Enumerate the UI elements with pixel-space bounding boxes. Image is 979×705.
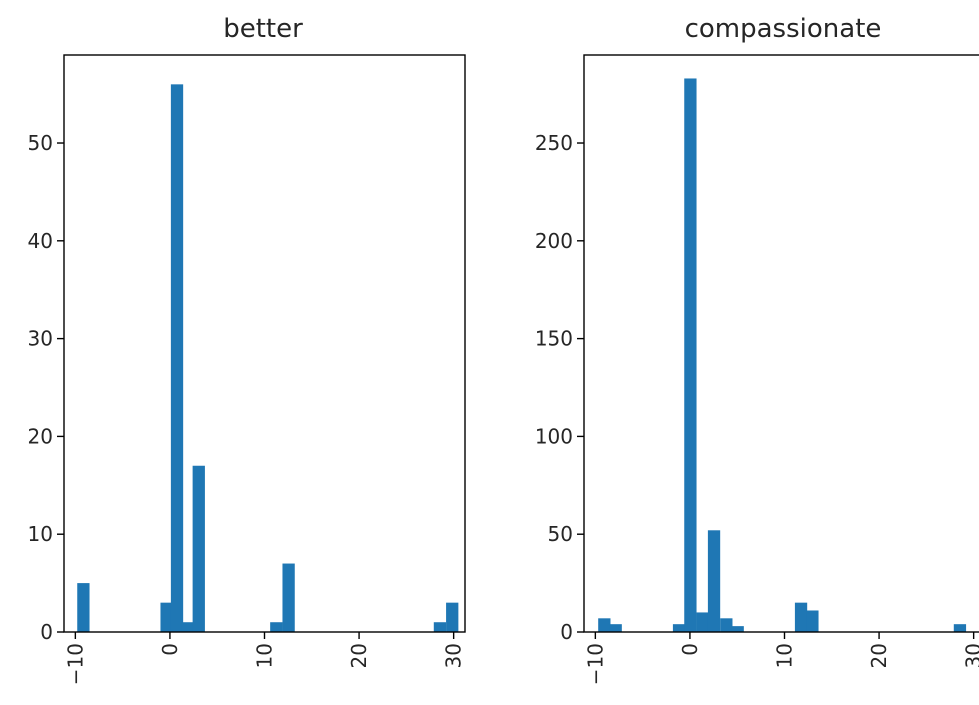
x-tick-label-better-4: 30 bbox=[442, 643, 466, 668]
x-tick-label-compassionate-4: 30 bbox=[962, 643, 979, 668]
histogram-bar-better-0 bbox=[77, 583, 90, 632]
chart-title-better: better bbox=[223, 14, 303, 44]
y-tick-label-compassionate-5: 250 bbox=[535, 131, 573, 155]
histogram-bar-compassionate-3 bbox=[684, 78, 697, 633]
histogram-bar-compassionate-8 bbox=[794, 602, 808, 632]
histogram-bar-compassionate-9 bbox=[806, 610, 819, 632]
histogram-bar-better-3 bbox=[181, 622, 194, 632]
y-tick-label-better-3: 30 bbox=[28, 327, 53, 351]
histogram-bar-better-5 bbox=[270, 622, 283, 632]
bars-better bbox=[77, 84, 459, 633]
y-tick-label-compassionate-2: 100 bbox=[535, 424, 573, 448]
histogram-compassionate: compassionate 0 50 100 150 200 250 −10 0 10 20 30 bbox=[535, 14, 979, 685]
histogram-bar-better-8 bbox=[446, 602, 459, 632]
y-tick-label-better-1: 10 bbox=[28, 522, 53, 546]
x-tick-label-compassionate-3: 20 bbox=[867, 643, 891, 668]
histogram-bar-better-6 bbox=[282, 563, 295, 632]
x-tick-label-better-2: 10 bbox=[253, 643, 277, 668]
y-tick-label-better-0: 0 bbox=[40, 620, 53, 644]
y-tick-label-better-2: 20 bbox=[28, 424, 53, 448]
x-tick-label-better-3: 20 bbox=[347, 643, 371, 668]
histogram-bar-better-1 bbox=[160, 602, 173, 632]
y-tick-label-better-4: 40 bbox=[28, 229, 53, 253]
x-tick-label-compassionate-2: 10 bbox=[773, 643, 797, 668]
histogram-bar-compassionate-10 bbox=[953, 624, 967, 632]
histogram-bar-compassionate-6 bbox=[720, 618, 733, 632]
histogram-bar-better-7 bbox=[433, 622, 447, 632]
chart-title-compassionate: compassionate bbox=[685, 14, 882, 44]
plot-frame-better bbox=[63, 54, 466, 633]
x-tick-label-compassionate-1: 0 bbox=[678, 643, 702, 656]
histogram-better: better 0 10 20 30 40 50 −10 0 10 20 30 bbox=[28, 14, 466, 685]
ticks-better: 0 10 20 30 40 50 −10 0 10 20 30 bbox=[28, 131, 466, 685]
histogram-bar-compassionate-5 bbox=[707, 530, 721, 632]
y-tick-label-compassionate-4: 200 bbox=[535, 229, 573, 253]
bars-compassionate bbox=[598, 78, 967, 633]
plot-frame-compassionate bbox=[583, 54, 979, 633]
histogram-bar-compassionate-0 bbox=[598, 618, 611, 632]
x-tick-label-compassionate-0: −10 bbox=[583, 643, 607, 685]
y-tick-label-compassionate-0: 0 bbox=[560, 620, 573, 644]
histogram-bar-compassionate-2 bbox=[672, 624, 686, 632]
y-tick-label-compassionate-1: 50 bbox=[548, 522, 573, 546]
x-tick-label-better-0: −10 bbox=[63, 643, 87, 685]
histogram-bar-compassionate-4 bbox=[696, 612, 709, 632]
histogram-bar-compassionate-7 bbox=[731, 626, 744, 632]
histogram-bar-compassionate-1 bbox=[609, 624, 622, 632]
histogram-bar-better-2 bbox=[170, 84, 184, 633]
y-tick-label-compassionate-3: 150 bbox=[535, 327, 573, 351]
histogram-bar-better-4 bbox=[192, 465, 205, 632]
ticks-compassionate: 0 50 100 150 200 250 −10 0 10 20 30 bbox=[535, 131, 979, 685]
y-tick-label-better-5: 50 bbox=[28, 131, 53, 155]
x-tick-label-better-1: 0 bbox=[158, 643, 182, 656]
